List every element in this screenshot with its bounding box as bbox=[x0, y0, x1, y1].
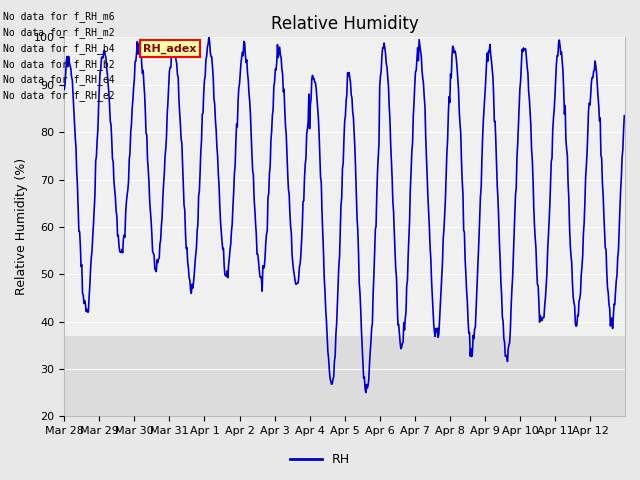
Text: No data for f_RH_b2: No data for f_RH_b2 bbox=[3, 59, 115, 70]
Bar bbox=[64, 336, 625, 417]
Legend: RH: RH bbox=[285, 448, 355, 471]
Text: No data for f_RH_e4: No data for f_RH_e4 bbox=[3, 74, 115, 85]
Text: No data for f_RH_m2: No data for f_RH_m2 bbox=[3, 27, 115, 38]
Y-axis label: Relative Humidity (%): Relative Humidity (%) bbox=[15, 158, 28, 296]
Text: No data for f_RH_m6: No data for f_RH_m6 bbox=[3, 11, 115, 22]
Title: Relative Humidity: Relative Humidity bbox=[271, 15, 419, 33]
Text: No data for f_RH_b4: No data for f_RH_b4 bbox=[3, 43, 115, 54]
Text: No data for f_RH_e2: No data for f_RH_e2 bbox=[3, 90, 115, 101]
Text: RH_adex: RH_adex bbox=[143, 44, 196, 54]
